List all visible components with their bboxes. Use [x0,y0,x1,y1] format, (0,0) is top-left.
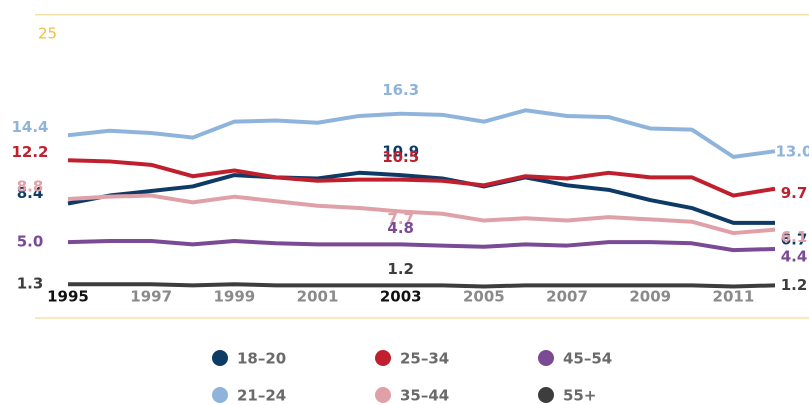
value-label: 7.7 [387,210,414,228]
value-label: 5.0 [17,233,44,251]
x-tick-label: 2001 [297,288,339,306]
value-label: 10.9 [382,143,419,161]
legend-marker [212,387,228,403]
legend-marker [538,350,554,366]
value-label: 16.3 [382,81,419,99]
x-tick-label: 2011 [713,288,755,306]
value-label: 9.7 [781,184,808,202]
value-label: 10.5 [382,148,419,166]
value-label: 8.8 [17,177,44,195]
series-line [67,170,775,225]
x-tick-label: 2003 [380,288,422,306]
x-tick-label: 1999 [213,288,255,306]
legend-label: 35–44 [400,387,449,405]
legend-marker [375,387,391,403]
legend-marker [538,387,554,403]
legend-marker [212,350,228,366]
x-tick-label: 2007 [546,288,588,306]
value-label: 14.4 [11,118,48,136]
series-line [67,108,776,159]
x-tick-label: 2009 [629,288,671,306]
series-line [67,193,776,236]
series-line [67,239,776,253]
y-tick-label: 25 [38,24,57,42]
value-label: 12.2 [11,143,48,161]
value-label: 1.3 [17,275,44,293]
legend-label: 18–20 [237,350,286,368]
value-label: 13.0 [775,143,809,161]
legend-marker [375,350,391,366]
x-tick-label: 1997 [130,288,172,306]
value-label: 4.8 [387,219,414,237]
legend-label: 45–54 [563,350,612,368]
value-label: 1.2 [781,276,808,294]
value-label: 8.4 [17,184,44,202]
value-label: 1.2 [387,260,414,278]
series-line [68,282,776,289]
value-label: 6.7 [781,230,808,248]
x-tick-label: 1995 [47,288,89,306]
legend-label: 21–24 [237,387,286,405]
series-line [67,158,776,198]
x-tick-label: 2005 [463,288,505,306]
value-label: 4.4 [781,247,808,265]
legend-label: 55+ [563,387,596,405]
value-label: 6.1 [781,228,808,246]
legend-label: 25–34 [400,350,449,368]
